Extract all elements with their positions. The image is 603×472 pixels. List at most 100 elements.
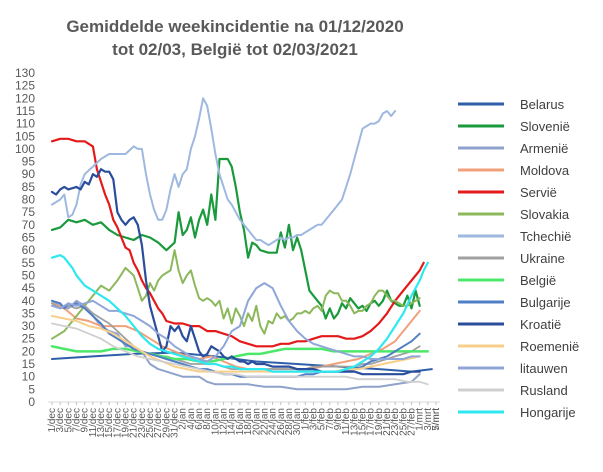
x-tick-label: 13/dec	[96, 408, 107, 438]
y-tick-label: 65	[22, 231, 36, 245]
y-tick-label: 120	[15, 91, 35, 105]
x-tick-label: 14/jan	[227, 408, 238, 435]
x-tick-label: 15/dec	[104, 408, 115, 438]
legend-label: België	[520, 273, 556, 288]
series-line-roemenië	[51, 315, 421, 373]
y-tick-label: 5	[28, 382, 35, 396]
x-tick-label: 5/dec	[63, 408, 74, 432]
x-tick-label: 18/jan	[243, 408, 254, 435]
legend-label: Belarus	[520, 97, 565, 112]
x-tick-label: 17/dec	[112, 408, 123, 438]
x-tick-label: 4/jan	[186, 408, 197, 430]
x-tick-label: 11/feb	[341, 408, 352, 435]
legend-label: Armenië	[520, 141, 568, 156]
y-tick-label: 100	[15, 142, 35, 156]
x-tick-label: 21/dec	[129, 408, 140, 438]
legend-label: Rusland	[520, 383, 568, 398]
chart-title-line2: tot 02/03, België tot 02/03/2021	[112, 40, 358, 59]
x-tick-label: 6/jan	[194, 408, 205, 430]
legend-label: Bulgarije	[520, 295, 571, 310]
legend: Belarus Slovenië Armenië Moldova Servië Slova…	[458, 97, 579, 420]
x-tick-label: 3/feb	[308, 408, 319, 431]
x-tick-label: 27/feb	[406, 408, 417, 436]
x-tick-label: 9/feb	[333, 408, 344, 431]
y-axis: 0510152025303540455055606570758085909510…	[15, 66, 35, 409]
y-tick-label: 75	[22, 205, 36, 219]
series-line-belarus	[51, 351, 433, 373]
x-tick-label: 12/jan	[219, 408, 230, 435]
legend-label: Tchechië	[520, 229, 571, 244]
x-tick-label: 1/dec	[47, 408, 58, 432]
x-tick-label: 21/feb	[382, 408, 393, 436]
y-tick-label: 110	[16, 117, 35, 131]
series-line-slovenië	[50, 157, 421, 320]
x-tick-label: 11/dec	[88, 408, 99, 437]
x-tick-label: 26/jan	[276, 408, 287, 435]
chart-title-line1: Gemiddelde weekincidentie na 01/12/2020	[66, 17, 403, 36]
x-tick-label: 22/jan	[259, 408, 270, 435]
x-tick-label: 5/mrt	[431, 408, 442, 431]
x-tick-label: 31/dec	[170, 408, 181, 438]
series-line-belgië	[50, 345, 430, 363]
x-tick-label: 24/jan	[268, 408, 279, 435]
x-axis: 1/dec3/dec5/dec7/dec9/dec11/dec13/dec15/…	[47, 401, 442, 438]
x-tick-label: 3/dec	[55, 408, 66, 432]
legend-label: Slovenië	[520, 119, 570, 134]
y-tick-label: 85	[22, 180, 36, 194]
y-tick-label: 20	[22, 344, 36, 358]
y-tick-label: 70	[22, 218, 36, 232]
y-tick-label: 80	[22, 193, 36, 207]
y-tick-label: 10	[22, 370, 36, 384]
x-tick-label: 23/dec	[137, 408, 148, 438]
x-tick-label: 28/jan	[284, 408, 295, 435]
series-line-slovakia	[51, 249, 421, 340]
x-tick-label: 30/jan	[292, 408, 303, 435]
x-tick-label: 20/jan	[251, 408, 262, 435]
y-tick-label: 90	[22, 167, 36, 181]
x-tick-label: 25/feb	[398, 408, 409, 436]
y-tick-label: 60	[22, 243, 36, 257]
y-tick-label: 50	[22, 268, 36, 282]
series-line-litauwen	[51, 282, 421, 363]
x-tick-label: 7/dec	[72, 408, 83, 432]
y-tick-label: 115	[16, 104, 35, 118]
y-tick-label: 95	[22, 155, 36, 169]
series-line-hongarije	[50, 254, 429, 373]
y-tick-label: 0	[28, 395, 35, 409]
legend-label: Ukraine	[520, 251, 565, 266]
x-tick-label: 9/dec	[80, 408, 91, 432]
y-tick-label: 35	[22, 306, 36, 320]
legend-label: litauwen	[520, 361, 568, 376]
x-tick-label: 8/jan	[202, 408, 213, 430]
legend-label: Slovakia	[520, 207, 570, 222]
y-tick-label: 15	[22, 357, 36, 371]
series-line-servië	[50, 137, 425, 348]
series-line-tchechië	[51, 97, 397, 247]
x-tick-label: 13/feb	[349, 408, 360, 436]
x-tick-label: 7/mrt	[431, 408, 442, 431]
series-line-rusland	[51, 322, 429, 386]
x-tick-label: 5/feb	[317, 408, 328, 431]
x-tick-label: 1/mrt	[415, 408, 426, 431]
y-tick-label: 130	[15, 66, 35, 80]
y-tick-label: 55	[22, 256, 36, 270]
legend-label: Hongarije	[520, 405, 576, 420]
y-tick-label: 30	[22, 319, 36, 333]
legend-label: Roemenië	[520, 339, 579, 354]
legend-label: Kroatië	[520, 317, 561, 332]
x-tick-label: 23/feb	[390, 408, 401, 436]
y-tick-label: 25	[22, 332, 36, 346]
y-tick-label: 105	[15, 129, 35, 143]
x-tick-label: 1/feb	[300, 408, 311, 431]
x-tick-label: 19/dec	[121, 408, 132, 438]
x-tick-label: 19/feb	[374, 408, 385, 436]
x-tick-label: 10/jan	[210, 408, 221, 435]
legend-label: Servië	[520, 185, 557, 200]
x-tick-label: 25/dec	[145, 408, 156, 438]
x-tick-label: 29/dec	[161, 408, 172, 438]
y-tick-label: 45	[22, 281, 36, 295]
x-tick-label: 17/feb	[366, 408, 377, 436]
x-tick-label: 3/mrt	[423, 408, 434, 431]
x-tick-label: 7/feb	[325, 408, 336, 431]
